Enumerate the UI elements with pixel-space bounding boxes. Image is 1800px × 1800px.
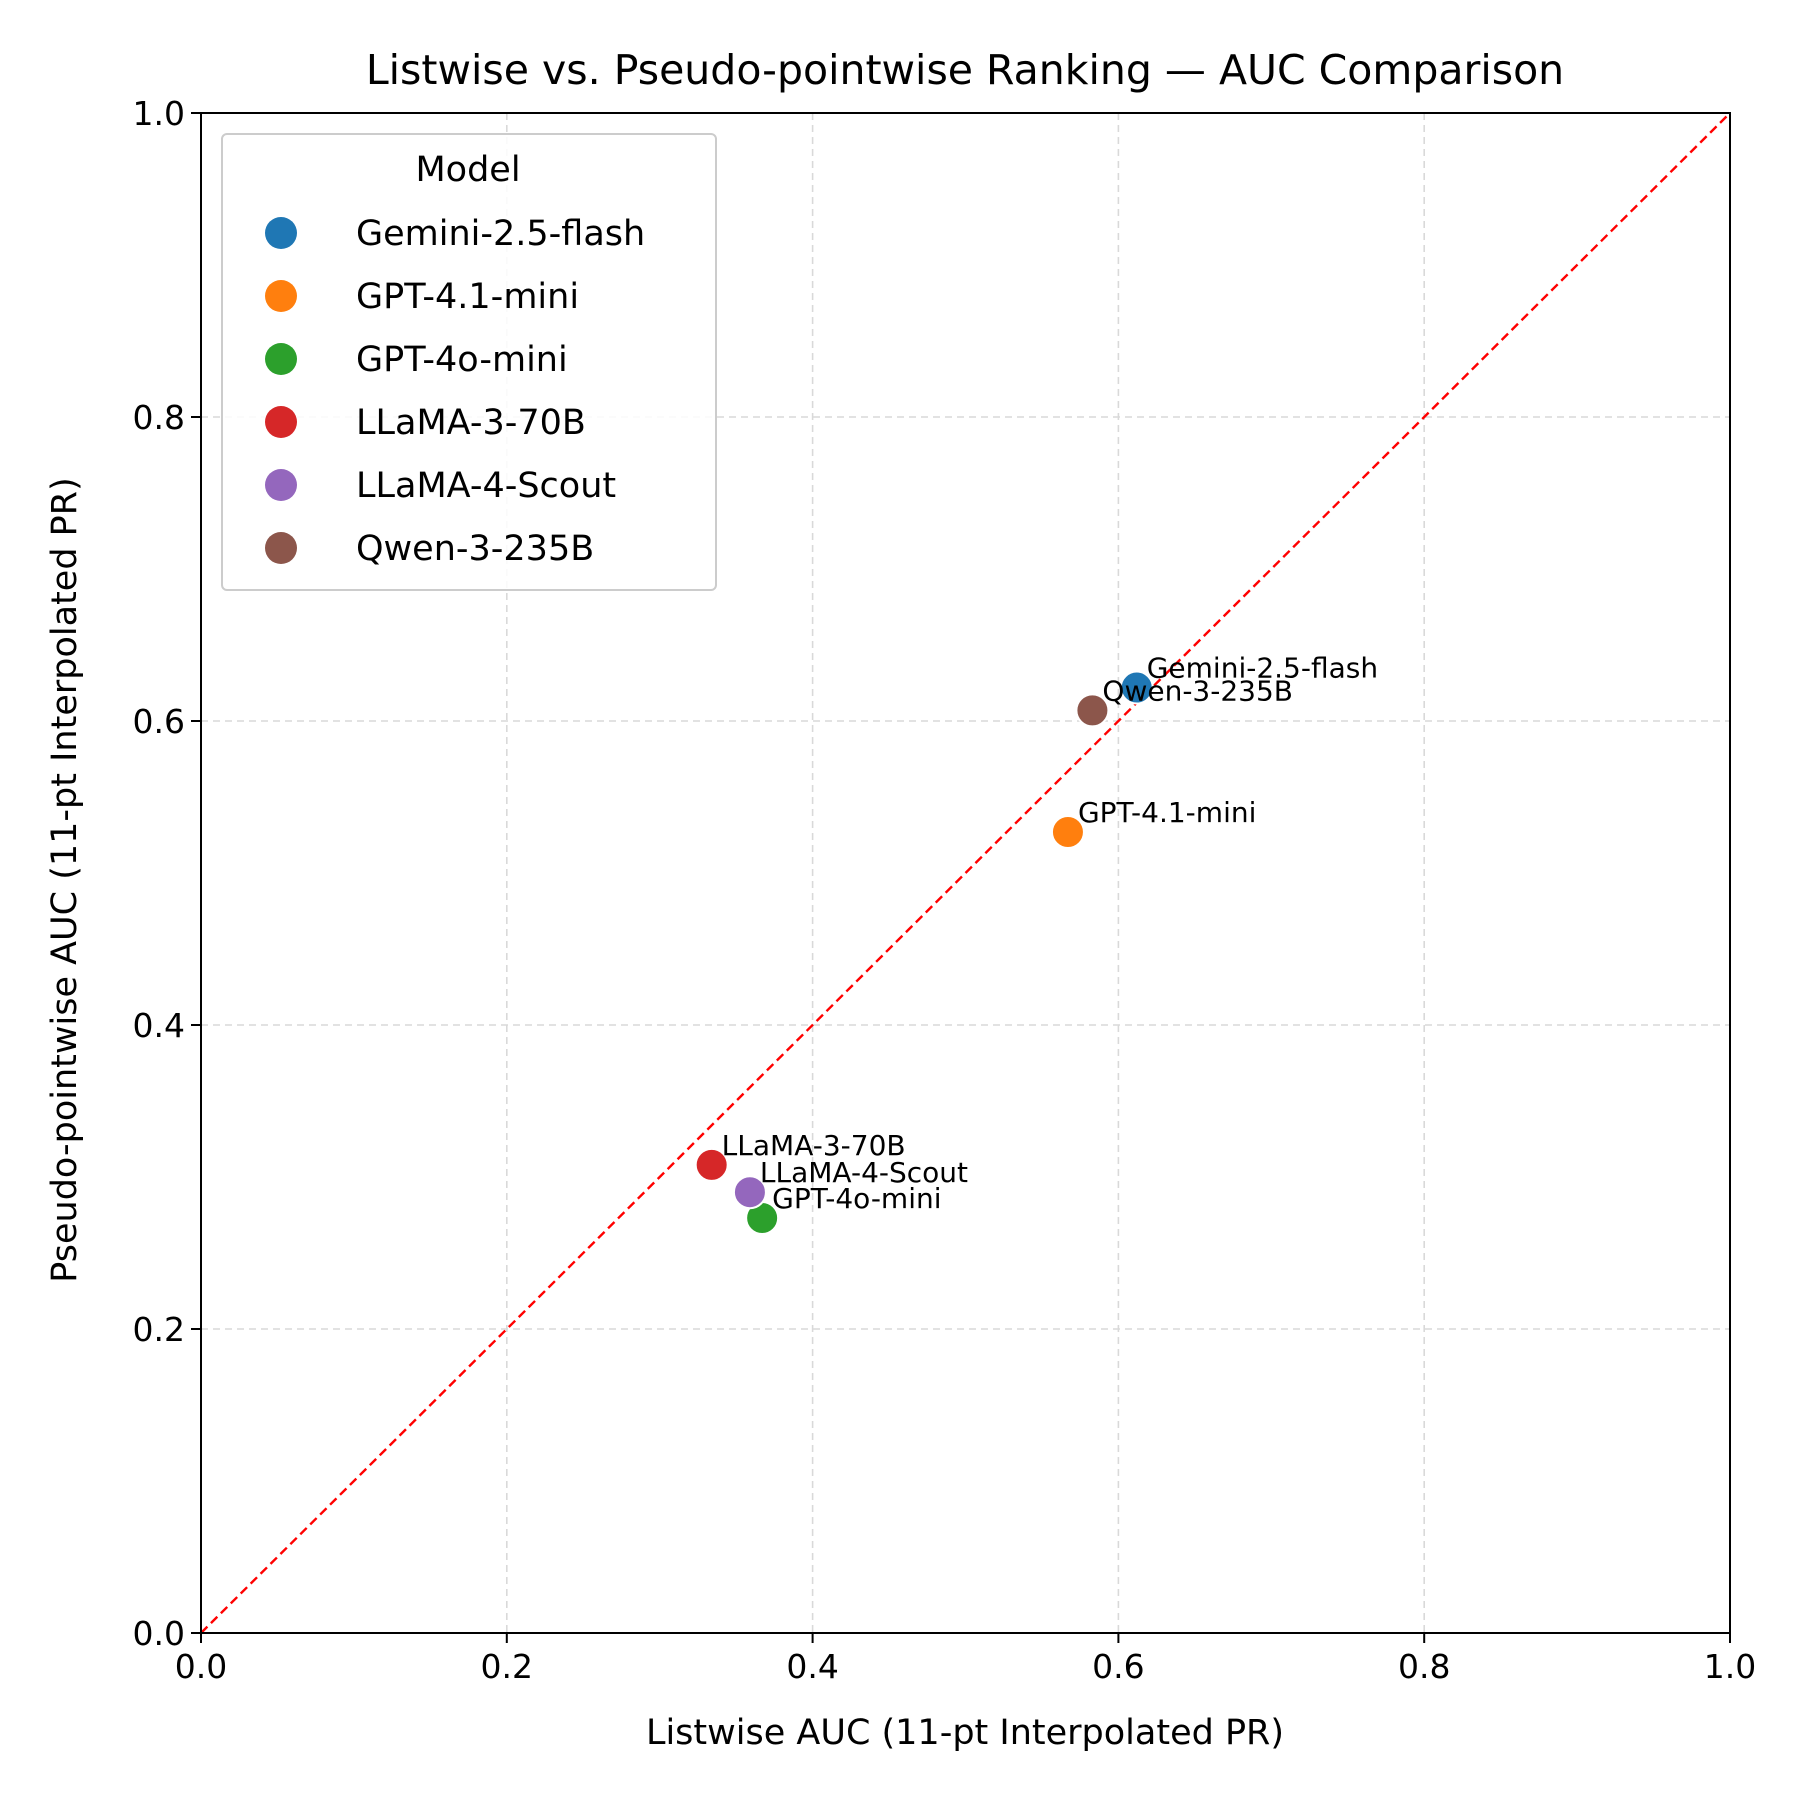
reference-line	[200, 112, 1731, 1634]
point-label: GPT-4.1-mini	[1078, 796, 1256, 829]
y-tick-label: 0.8	[133, 398, 185, 437]
legend-marker	[265, 406, 297, 438]
data-point	[1075, 693, 1110, 728]
legend-entry: Qwen-3-235B	[356, 529, 594, 569]
x-tick-label: 0.8	[1398, 1647, 1450, 1686]
point-label: LLaMA-4-Scout	[760, 1156, 968, 1189]
legend-entry: LLaMA-4-Scout	[356, 466, 616, 506]
legend-entry: Gemini-2.5-flash	[356, 214, 645, 254]
legend-marker	[265, 280, 297, 312]
y-tick-label: 0.0	[133, 1614, 185, 1653]
point-label: Gemini-2.5-flash	[1147, 652, 1378, 685]
legend-box	[221, 133, 717, 591]
point-label: GPT-4o-mini	[772, 1182, 941, 1215]
x-tick-label: 1.0	[1704, 1647, 1756, 1686]
y-axis-label: Pseudo-pointwise AUC (11-pt Interpolated…	[45, 477, 85, 1283]
legend-entry: GPT-4.1-mini	[356, 277, 579, 317]
chart-title: Listwise vs. Pseudo-pointwise Ranking — …	[366, 46, 1564, 94]
y-tick-label: 0.4	[133, 1006, 185, 1045]
data-point	[732, 1175, 767, 1210]
x-tick-label: 0.6	[1092, 1647, 1144, 1686]
legend-entry: GPT-4o-mini	[356, 340, 568, 380]
plot-frame	[200, 112, 1731, 1634]
legend-title: Model	[415, 150, 520, 190]
legend-marker	[265, 469, 297, 501]
x-tick-label: 0.2	[481, 1647, 533, 1686]
data-point	[694, 1147, 729, 1182]
data-points	[694, 670, 1154, 1236]
legend-marker	[265, 532, 297, 564]
x-tick-label: 0.4	[786, 1647, 838, 1686]
legend: Model Gemini-2.5-flash GPT-4.1-mini GPT-4o-…	[221, 133, 717, 591]
x-axis-label: Listwise AUC (11-pt Interpolated PR)	[646, 1713, 1284, 1753]
data-point	[1050, 814, 1085, 849]
x-tick-label: 0.0	[175, 1647, 227, 1686]
y-tick-label: 0.2	[133, 1310, 185, 1349]
point-labels: Gemini-2.5-flashGPT-4.1-miniGPT-4o-miniL…	[722, 652, 1378, 1215]
y-tick-label: 0.6	[133, 702, 185, 741]
y-tick-label: 1.0	[133, 94, 185, 133]
legend-marker	[265, 343, 297, 375]
point-label: Qwen-3-235B	[1102, 674, 1293, 707]
legend-marker	[265, 217, 297, 249]
legend-entry: LLaMA-3-70B	[356, 403, 586, 443]
axis-ticks: 0.0 0.2 0.4 0.6 0.8 1.0 0.0 0.2 0.4 0.6 0.8 1.0	[133, 94, 1757, 1686]
data-point	[1119, 670, 1154, 705]
point-label: LLaMA-3-70B	[722, 1129, 906, 1162]
reference-line-layer	[200, 112, 1731, 1634]
